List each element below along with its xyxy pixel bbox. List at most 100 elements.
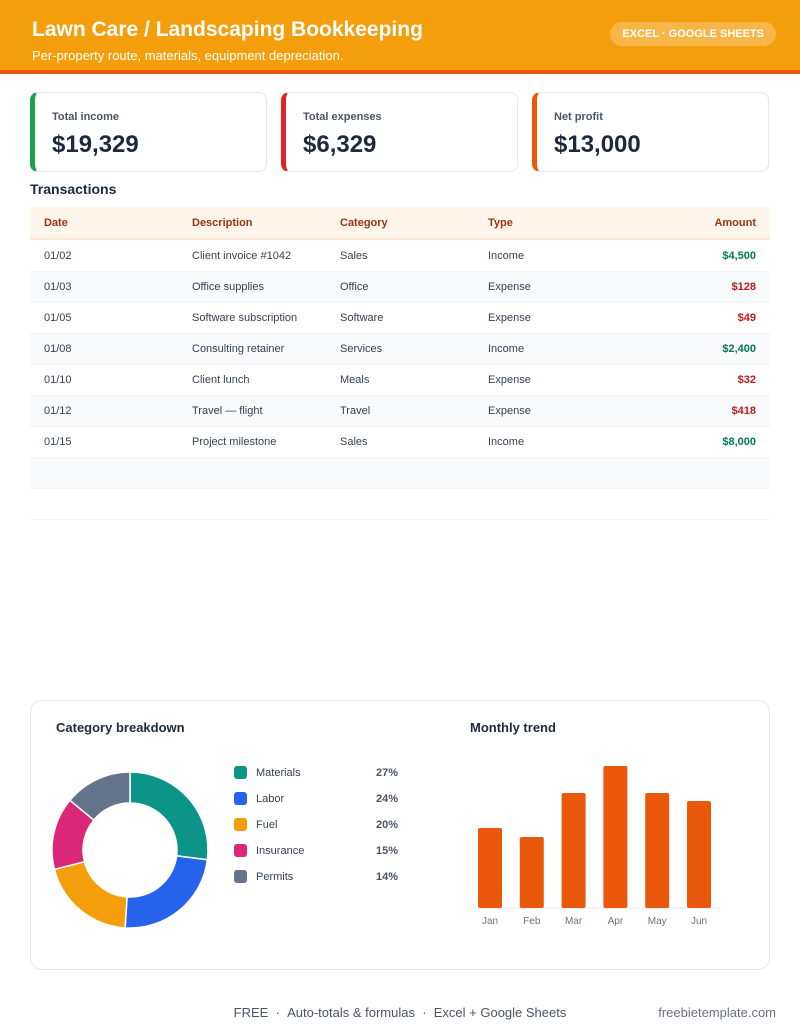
summary-value: $6,329 xyxy=(303,131,377,158)
table-cell: Income xyxy=(488,343,525,355)
table-cell: 01/08 xyxy=(44,343,72,355)
table-cell: 01/02 xyxy=(44,250,72,262)
legend-value: 14% xyxy=(376,871,398,883)
amount: $4,500 xyxy=(722,250,756,262)
table-cell: Services xyxy=(340,343,383,355)
summary-label: Total expenses xyxy=(303,111,382,123)
table-cell: Expense xyxy=(488,281,531,293)
donut-slice xyxy=(129,771,209,861)
legend-swatch xyxy=(234,766,247,779)
bar xyxy=(561,793,586,908)
header xyxy=(0,0,800,74)
title: Lawn Care / Landscaping Bookkeeping xyxy=(32,18,423,41)
table-cell: Sales xyxy=(340,250,368,262)
subtitle: Per-property route, materials, equipment… xyxy=(32,48,344,63)
summary-value: $13,000 xyxy=(554,131,641,158)
bar xyxy=(645,793,670,908)
table-cell: Expense xyxy=(488,312,531,324)
table-cell: Client lunch xyxy=(192,374,250,386)
legend-label: Permits xyxy=(256,871,294,883)
table-cell: 01/10 xyxy=(44,374,72,386)
summary-card: Total expenses $6,329 xyxy=(281,92,518,172)
table-cell: Consulting retainer xyxy=(192,343,285,355)
footer: FREE · Auto-totals & formulas · Excel + … xyxy=(0,1005,800,1020)
table-cell: Software xyxy=(340,312,384,324)
table-cell: Project milestone xyxy=(192,436,277,448)
column-header: Category xyxy=(340,217,388,229)
table-cell: Income xyxy=(488,436,525,448)
amount: $418 xyxy=(731,405,756,417)
separator: · xyxy=(414,1005,434,1020)
separator: · xyxy=(268,1005,288,1020)
table-row xyxy=(30,303,770,334)
column-header: Amount xyxy=(714,217,756,229)
amount: $32 xyxy=(737,374,756,386)
table-row xyxy=(30,334,770,365)
footer-item: Auto-totals & formulas xyxy=(287,1005,415,1020)
table-cell: Expense xyxy=(488,405,531,417)
table-cell: Software subscription xyxy=(192,312,298,324)
column-header: Description xyxy=(192,217,253,229)
summary-card: Total income $19,329 xyxy=(30,92,267,172)
table-cell: Travel xyxy=(340,405,371,417)
table-row xyxy=(30,272,770,303)
x-tick-label: Jan xyxy=(482,916,498,927)
table-row xyxy=(30,396,770,427)
summary-value: $19,329 xyxy=(52,131,139,158)
x-tick-label: Mar xyxy=(565,916,583,927)
x-tick-label: Apr xyxy=(608,916,624,927)
amount: $49 xyxy=(737,312,756,324)
amount: $128 xyxy=(731,281,756,293)
amount: $2,400 xyxy=(722,343,756,355)
legend-swatch xyxy=(234,792,247,805)
column-header: Type xyxy=(488,217,513,229)
legend-label: Insurance xyxy=(256,845,304,857)
table-cell: Client invoice #1042 xyxy=(192,250,292,262)
table-row xyxy=(30,427,770,458)
chart-title: Monthly trend xyxy=(470,720,556,735)
legend-label: Materials xyxy=(256,767,301,779)
table-row xyxy=(30,489,770,520)
footer-item: FREE xyxy=(233,1005,269,1020)
legend-label: Labor xyxy=(256,793,284,805)
legend-swatch xyxy=(234,844,247,857)
table-cell: Meals xyxy=(340,374,370,386)
table-cell: Travel — flight xyxy=(192,405,263,417)
table-row xyxy=(30,458,770,489)
legend-swatch xyxy=(234,818,247,831)
table-cell: Office supplies xyxy=(192,281,264,293)
chart-panel xyxy=(30,700,770,970)
summary-label: Net profit xyxy=(554,111,603,123)
amount: $8,000 xyxy=(722,436,756,448)
footer-site: freebietemplate.com xyxy=(658,1005,776,1020)
table-cell: Office xyxy=(340,281,369,293)
column-header: Date xyxy=(44,217,68,229)
table-cell: Expense xyxy=(488,374,531,386)
x-tick-label: May xyxy=(648,916,667,927)
table-cell: 01/15 xyxy=(44,436,72,448)
table-cell: Income xyxy=(488,250,525,262)
bar xyxy=(687,801,711,908)
donut-slice xyxy=(124,855,209,929)
bar xyxy=(478,828,502,908)
table-cell: 01/05 xyxy=(44,312,72,324)
table-row xyxy=(30,365,770,396)
table-cell: Sales xyxy=(340,436,368,448)
legend-value: 24% xyxy=(376,793,398,805)
table-header xyxy=(30,207,770,240)
footer-item: Excel + Google Sheets xyxy=(433,1005,567,1020)
donut-slice xyxy=(53,860,128,929)
x-tick-label: Jun xyxy=(691,916,707,927)
legend-value: 15% xyxy=(376,845,398,857)
chart-title: Category breakdown xyxy=(56,720,185,735)
badge: EXCEL · GOOGLE SHEETS xyxy=(610,22,776,46)
x-tick-label: Feb xyxy=(523,916,541,927)
donut-slice xyxy=(68,771,131,822)
bar xyxy=(519,837,544,908)
section-title: Transactions xyxy=(30,181,117,197)
table-cell: 01/12 xyxy=(44,405,72,417)
bar xyxy=(603,766,628,908)
legend-swatch xyxy=(234,870,247,883)
